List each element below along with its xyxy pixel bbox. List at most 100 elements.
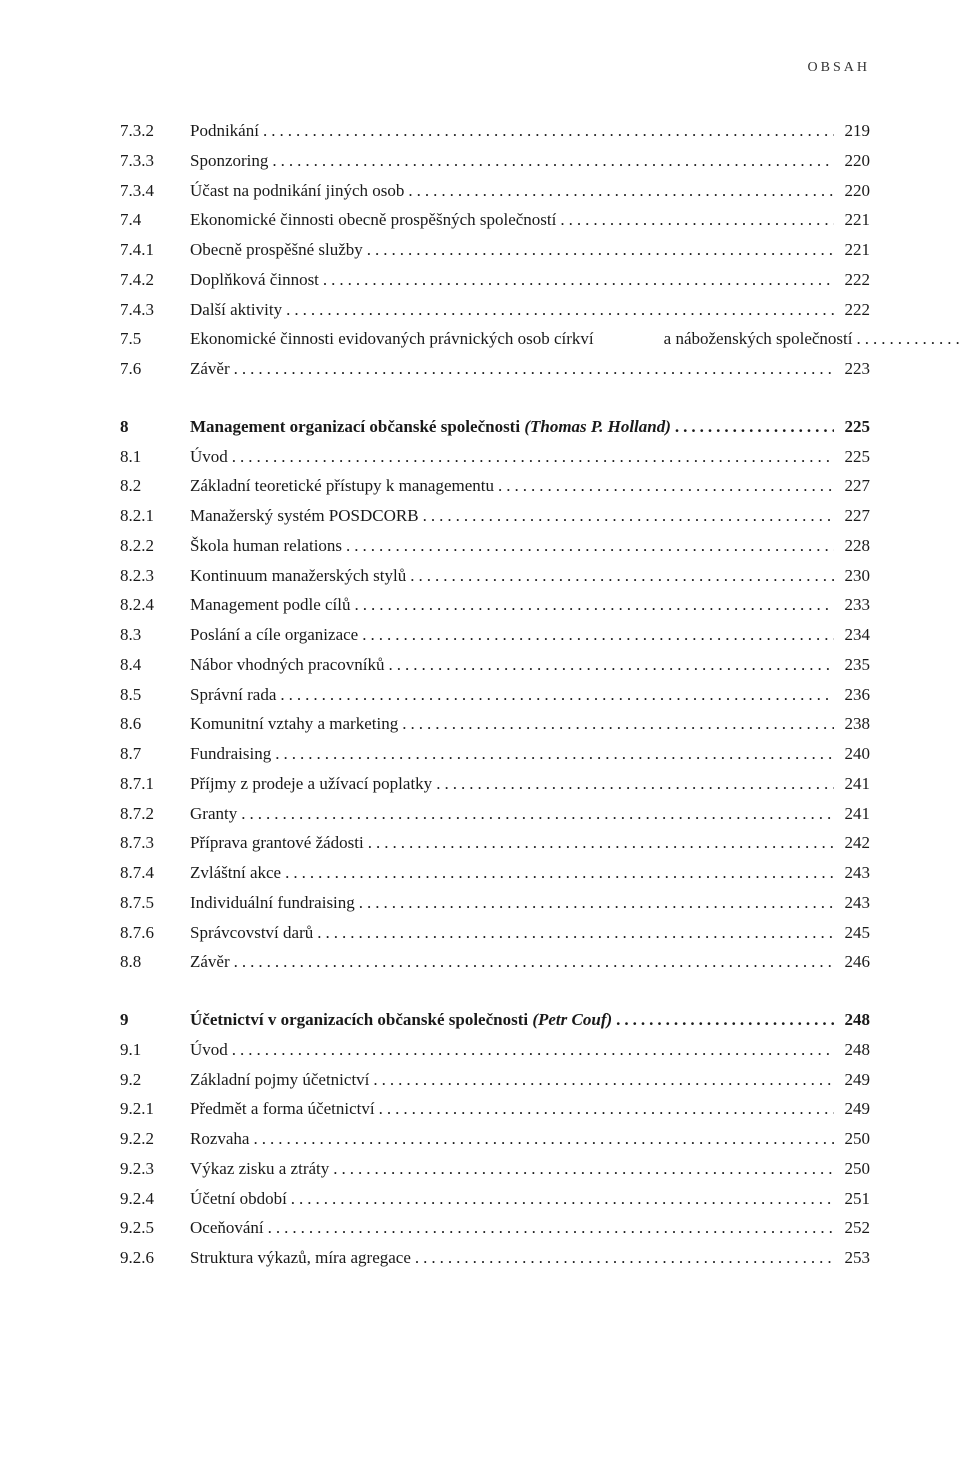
toc-title: Příprava grantové žádosti — [190, 828, 364, 858]
toc-page: 248 — [834, 1035, 870, 1065]
toc-number: 8 — [120, 412, 190, 442]
toc-entry: 7.4.3Další aktivity.....................… — [120, 295, 870, 325]
toc-page: 253 — [834, 1243, 870, 1273]
toc-page: 250 — [834, 1124, 870, 1154]
toc-page: 223 — [834, 354, 870, 384]
toc-title: Základní teoretické přístupy k managemen… — [190, 471, 494, 501]
toc-title: Komunitní vztahy a marketing — [190, 709, 398, 739]
toc-page: 252 — [834, 1213, 870, 1243]
toc-entry: 7.5Ekonomické činnosti evidovaných právn… — [120, 324, 870, 354]
toc-entry: 8.6Komunitní vztahy a marketing.........… — [120, 709, 870, 739]
toc-leader: ........................................… — [375, 1094, 834, 1124]
toc-leader: ........................................… — [230, 947, 834, 977]
toc-title: Příjmy z prodeje a užívací poplatky — [190, 769, 432, 799]
toc-leader: ........................................… — [342, 531, 834, 561]
toc-number: 7.4.1 — [120, 235, 190, 265]
toc-entry: 8.2.1Manažerský systém POSDCORB.........… — [120, 501, 870, 531]
toc-page: 221 — [834, 235, 870, 265]
toc-entry: 8.2.2Škola human relations..............… — [120, 531, 870, 561]
toc-number: 8.5 — [120, 680, 190, 710]
toc-title: Zvláštní akce — [190, 858, 281, 888]
toc-entry: 8.8Závěr................................… — [120, 947, 870, 977]
toc-title: Správcovství darů — [190, 918, 313, 948]
toc-entry: 8.2Základní teoretické přístupy k manage… — [120, 471, 870, 501]
toc-title: Účast na podnikání jiných osob — [190, 176, 404, 206]
toc-number: 9.2.3 — [120, 1154, 190, 1184]
toc-title: Granty — [190, 799, 237, 829]
toc-page: 220 — [834, 176, 870, 206]
toc-leader: ........................................… — [319, 265, 834, 295]
toc-entry: 8.7.5Individuální fundraising...........… — [120, 888, 870, 918]
toc-title: Kontinuum manažerských stylů — [190, 561, 406, 591]
toc-leader: ........................................… — [363, 235, 834, 265]
toc-entry: 8.7Fundraising..........................… — [120, 739, 870, 769]
toc-title: Doplňková činnost — [190, 265, 319, 295]
toc-page: 228 — [834, 531, 870, 561]
toc-leader: ........................................… — [281, 858, 834, 888]
toc-title: Škola human relations — [190, 531, 342, 561]
toc-leader: ........................................… — [364, 828, 834, 858]
toc-group: 7.3.2Podnikání..........................… — [120, 116, 870, 384]
toc-number: 8.7 — [120, 739, 190, 769]
toc-page: 227 — [834, 501, 870, 531]
toc-page: 220 — [834, 146, 870, 176]
toc-number: 8.2.4 — [120, 590, 190, 620]
toc-entry: 8.5Správní rada.........................… — [120, 680, 870, 710]
toc-leader: ........................................… — [271, 739, 834, 769]
toc-leader: ........................................… — [612, 1005, 834, 1035]
toc-page: 221 — [834, 205, 870, 235]
toc-entry: 9.2.5Oceňování..........................… — [120, 1213, 870, 1243]
toc-number: 7.6 — [120, 354, 190, 384]
toc-entry: 9.2.3Výkaz zisku a ztráty...............… — [120, 1154, 870, 1184]
toc-title-attribution: (Thomas P. Holland) — [520, 417, 671, 436]
toc-leader: ........................................… — [264, 1213, 834, 1243]
toc-number: 7.4.3 — [120, 295, 190, 325]
toc-leader: ........................................… — [355, 888, 834, 918]
toc-page: 225 — [834, 442, 870, 472]
toc-page: 243 — [834, 858, 870, 888]
toc-number: 9.2.6 — [120, 1243, 190, 1273]
toc-number: 8.7.5 — [120, 888, 190, 918]
toc-leader: ........................................… — [406, 561, 834, 591]
toc-number: 8.2 — [120, 471, 190, 501]
toc-number: 8.3 — [120, 620, 190, 650]
toc-page: 225 — [834, 412, 870, 442]
toc-entry: 8Management organizací občanské společno… — [120, 412, 870, 442]
toc-entry: 8.2.4Management podle cílů..............… — [120, 590, 870, 620]
toc-number: 7.3.4 — [120, 176, 190, 206]
toc-page: 234 — [834, 620, 870, 650]
toc-entry: 9.2Základní pojmy účetnictví............… — [120, 1065, 870, 1095]
table-of-contents: 7.3.2Podnikání..........................… — [120, 116, 870, 1273]
toc-leader: ........................................… — [276, 680, 834, 710]
toc-entry: 7.3.3Sponzoring.........................… — [120, 146, 870, 176]
toc-page: 222 — [834, 265, 870, 295]
toc-leader: ........................................… — [237, 799, 834, 829]
toc-page: 219 — [834, 116, 870, 146]
toc-title: a náboženských společností — [664, 324, 853, 354]
toc-title: Další aktivity — [190, 295, 282, 325]
toc-page: 233 — [834, 590, 870, 620]
toc-page: 236 — [834, 680, 870, 710]
toc-entry: 9.2.4Účetní období......................… — [120, 1184, 870, 1214]
toc-number: 8.7.2 — [120, 799, 190, 829]
toc-title: Ekonomické činnosti obecně prospěšných s… — [190, 205, 556, 235]
toc-entry: 9.2.2Rozvaha............................… — [120, 1124, 870, 1154]
toc-title: Předmět a forma účetnictví — [190, 1094, 375, 1124]
toc-leader: ........................................… — [358, 620, 834, 650]
toc-page: 249 — [834, 1065, 870, 1095]
toc-number: 8.7.4 — [120, 858, 190, 888]
toc-number: 8.6 — [120, 709, 190, 739]
toc-leader: ........................................… — [228, 1035, 834, 1065]
toc-leader: ........................................… — [329, 1154, 834, 1184]
toc-leader: ........................................… — [351, 590, 834, 620]
toc-page: 241 — [834, 769, 870, 799]
toc-number: 8.7.6 — [120, 918, 190, 948]
toc-leader: ........................................… — [556, 205, 834, 235]
toc-title: Poslání a cíle organizace — [190, 620, 358, 650]
toc-title: Oceňování — [190, 1213, 264, 1243]
toc-title: Management organizací občanské společnos… — [190, 412, 671, 442]
toc-page: 249 — [834, 1094, 870, 1124]
toc-title: Fundraising — [190, 739, 271, 769]
toc-leader: ........................................… — [287, 1184, 834, 1214]
toc-leader: ........................................… — [432, 769, 834, 799]
